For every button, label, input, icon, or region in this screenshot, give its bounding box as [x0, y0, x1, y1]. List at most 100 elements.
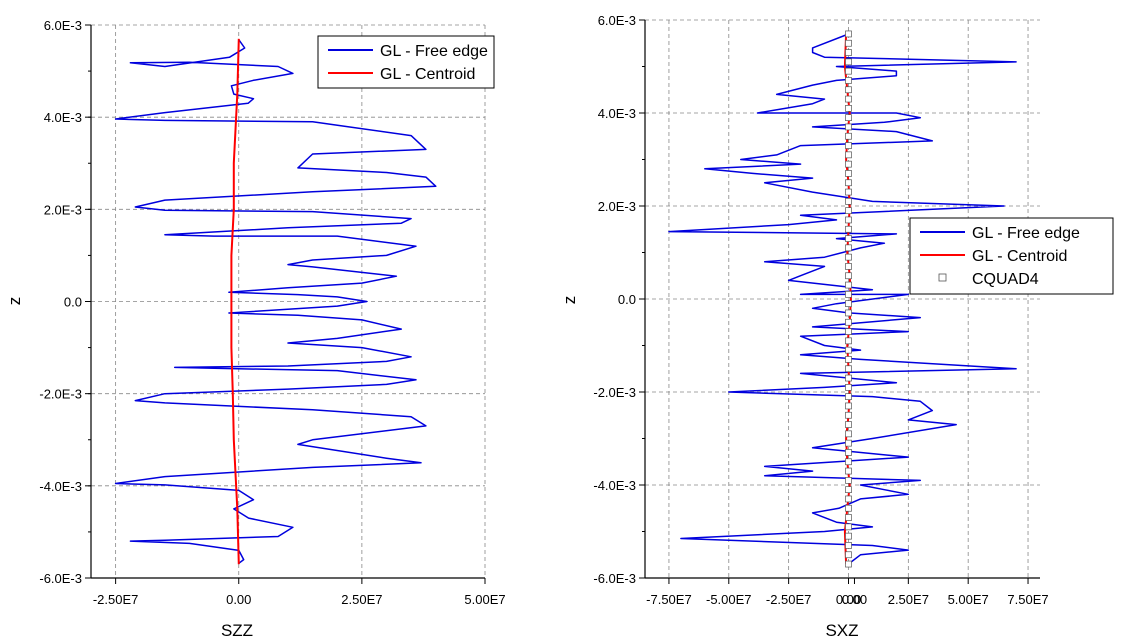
x-tick-label: 2.50E7 — [888, 592, 929, 607]
y-tick-label: 2.0E-3 — [44, 202, 82, 217]
cquad4-marker — [845, 551, 852, 559]
cquad4-marker — [845, 49, 852, 56]
cquad4-marker — [845, 216, 852, 224]
cquad4-marker — [845, 132, 852, 140]
cquad4-marker — [845, 523, 852, 531]
y-axis-title: z — [5, 297, 24, 306]
cquad4-marker — [845, 58, 852, 66]
cquad4-marker — [845, 160, 852, 168]
y-tick-label: 2.0E-3 — [598, 199, 636, 214]
cquad4-marker — [845, 198, 852, 205]
cquad4-marker — [845, 458, 852, 466]
legend-label: GL - Centroid — [380, 66, 475, 83]
cquad4-marker — [845, 207, 852, 214]
cquad4-marker — [845, 77, 852, 84]
y-tick-label: 4.0E-3 — [598, 106, 636, 121]
cquad4-marker — [845, 291, 852, 298]
cquad4-marker — [845, 142, 852, 149]
cquad4-marker — [845, 179, 852, 187]
cquad4-marker — [845, 393, 852, 400]
x-tick-label: -2.50E7 — [766, 592, 812, 607]
cquad4-marker — [845, 532, 852, 540]
cquad4-marker — [845, 67, 852, 75]
cquad4-marker — [845, 188, 852, 196]
cquad4-marker — [845, 272, 852, 280]
x-tick-label: 0.00 — [842, 592, 867, 607]
series-group — [114, 38, 437, 565]
y-tick-label: 6.0E-3 — [44, 18, 82, 33]
cquad4-marker — [845, 495, 852, 503]
cquad4-marker — [845, 235, 852, 242]
cquad4-marker — [845, 542, 852, 549]
cquad4-marker — [845, 560, 852, 568]
centroid-line — [230, 38, 240, 565]
x-axis-title: SXZ — [825, 621, 858, 640]
legend-label: GL - Centroid — [972, 248, 1067, 265]
x-tick-label: 5.00E7 — [464, 592, 505, 607]
cquad4-marker — [845, 151, 852, 159]
cquad4-marker — [845, 95, 852, 103]
x-tick-label: 5.00E7 — [948, 592, 989, 607]
cquad4-marker — [845, 486, 852, 493]
y-tick-label: -2.0E-3 — [39, 387, 82, 402]
legend-marker-cquad4 — [938, 273, 947, 282]
y-tick-label: 4.0E-3 — [44, 110, 82, 125]
legend-label: GL - Free edge — [380, 43, 488, 60]
cquad4-marker — [845, 430, 852, 438]
cquad4-marker — [845, 86, 852, 94]
x-axis-title: SZZ — [221, 621, 253, 640]
y-tick-label: 0.0 — [618, 292, 636, 307]
x-tick-label: 0.00 — [226, 592, 251, 607]
series-group — [668, 30, 1017, 568]
legend: GL - Free edge GL - Centroid CQUAD4 — [909, 217, 1114, 295]
x-tick-label: -7.50E7 — [646, 592, 692, 607]
cquad4-marker — [845, 253, 852, 261]
y-tick-label: -6.0E-3 — [39, 571, 82, 586]
cquad4-marker — [845, 114, 852, 122]
cquad4-marker — [845, 504, 852, 512]
x-tick-label: -2.50E7 — [93, 592, 139, 607]
y-tick-label: -6.0E-3 — [593, 571, 636, 586]
y-tick-label: -2.0E-3 — [593, 385, 636, 400]
cquad4-marker — [845, 346, 852, 354]
cquad4-marker — [845, 328, 852, 335]
cquad4-marker — [845, 402, 852, 410]
cquad4-marker — [845, 300, 852, 307]
cquad4-marker — [845, 281, 852, 289]
cquad4-marker — [845, 449, 852, 456]
legend-box — [317, 35, 495, 89]
y-tick-label: -4.0E-3 — [39, 479, 82, 494]
cquad4-marker — [845, 39, 852, 47]
legend-label: CQUAD4 — [972, 271, 1039, 288]
y-axis-title: z — [560, 296, 579, 305]
free-edge-line — [668, 33, 1017, 565]
cquad4-marker — [845, 411, 852, 419]
cquad4-marker — [845, 467, 852, 475]
cquad4-marker — [845, 30, 852, 38]
cquad4-marker — [845, 477, 852, 484]
cquad4-marker — [845, 356, 852, 363]
cquad4-marker — [845, 514, 852, 521]
legend: GL - Free edge GL - Centroid — [317, 35, 495, 89]
cquad4-marker — [845, 170, 852, 177]
x-tick-label: 2.50E7 — [341, 592, 382, 607]
szz-plot: 6.0E-3 4.0E-3 2.0E-3 0.0 -2.0E-3 -4.0E-3 -6.0E… — [5, 18, 506, 640]
cquad4-marker — [845, 225, 852, 233]
cquad4-marker — [845, 318, 852, 326]
sxz-plot: 6.0E-3 4.0E-3 2.0E-3 0.0 -2.0E-3 -4.0E-3 -6.0E… — [560, 13, 1114, 640]
x-tick-label: 7.50E7 — [1007, 592, 1048, 607]
cquad4-marker — [845, 439, 852, 447]
free-edge-line — [114, 39, 437, 564]
cquad4-marker — [845, 365, 852, 373]
y-tick-label: 0.0 — [64, 295, 82, 310]
cquad4-marker — [845, 421, 852, 428]
cquad4-marker — [845, 263, 852, 270]
cquad4-marker — [845, 244, 852, 252]
y-tick-label: -4.0E-3 — [593, 478, 636, 493]
x-tick-label: 0.00 — [836, 592, 861, 607]
legend-label: GL - Free edge — [972, 225, 1080, 242]
cquad4-marker — [845, 374, 852, 382]
cquad4-marker — [845, 104, 852, 112]
x-tick-label: -5.00E7 — [706, 592, 752, 607]
